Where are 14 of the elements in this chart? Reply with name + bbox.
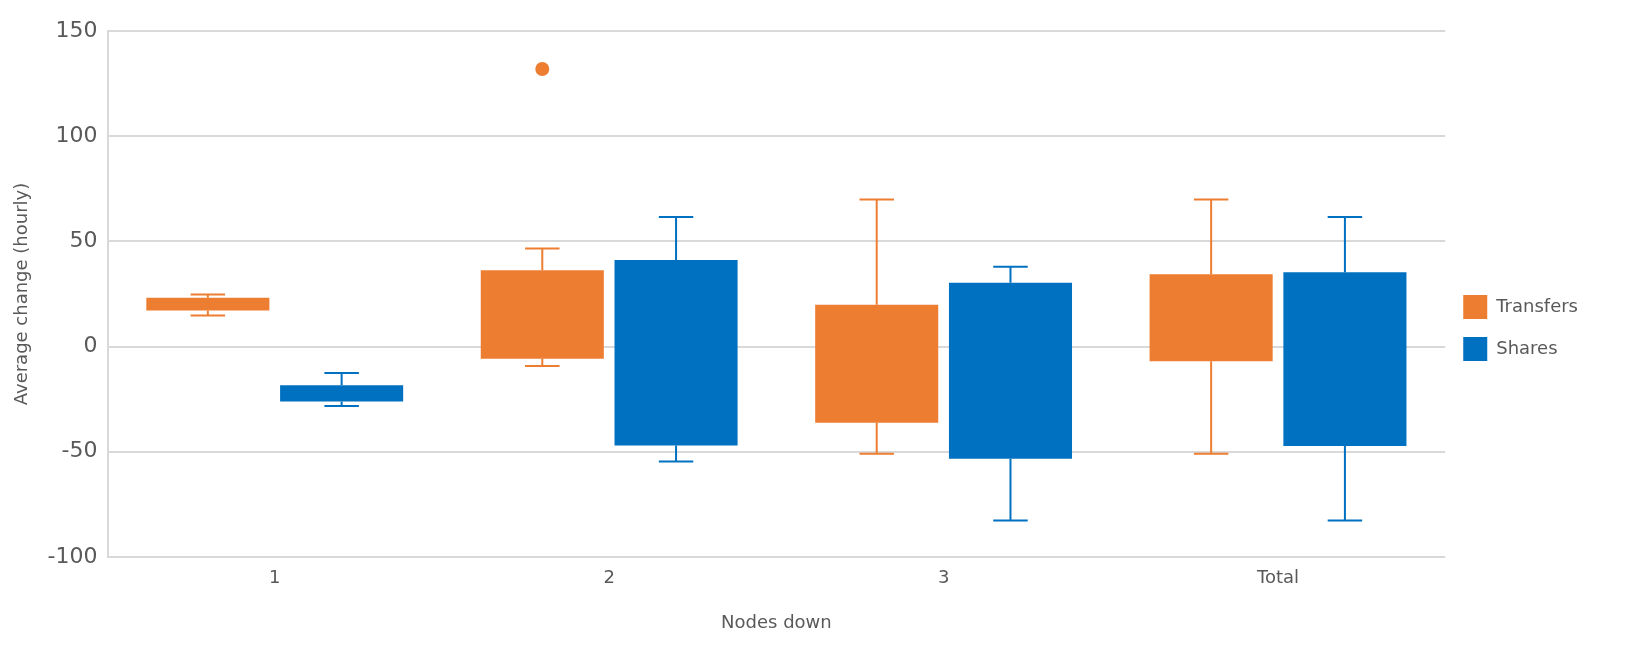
x-tick-label: 2: [603, 566, 615, 588]
y-tick-label: 50: [69, 227, 98, 253]
legend-label: Shares: [1496, 336, 1558, 358]
y-tick-label: -50: [61, 437, 98, 463]
x-tick-label: Total: [1256, 566, 1300, 588]
y-tick-label: -100: [47, 542, 98, 568]
y-tick-label: 150: [55, 16, 98, 42]
x-tick-label: 3: [937, 566, 950, 588]
x-axis-title: Nodes down: [721, 610, 832, 632]
legend-label: Transfers: [1495, 294, 1579, 316]
y-tick-label: 0: [83, 332, 98, 358]
x-tick-label: 1: [269, 566, 281, 588]
y-axis-title: Average change (hourly): [10, 182, 32, 406]
y-tick-label: 100: [55, 122, 98, 148]
